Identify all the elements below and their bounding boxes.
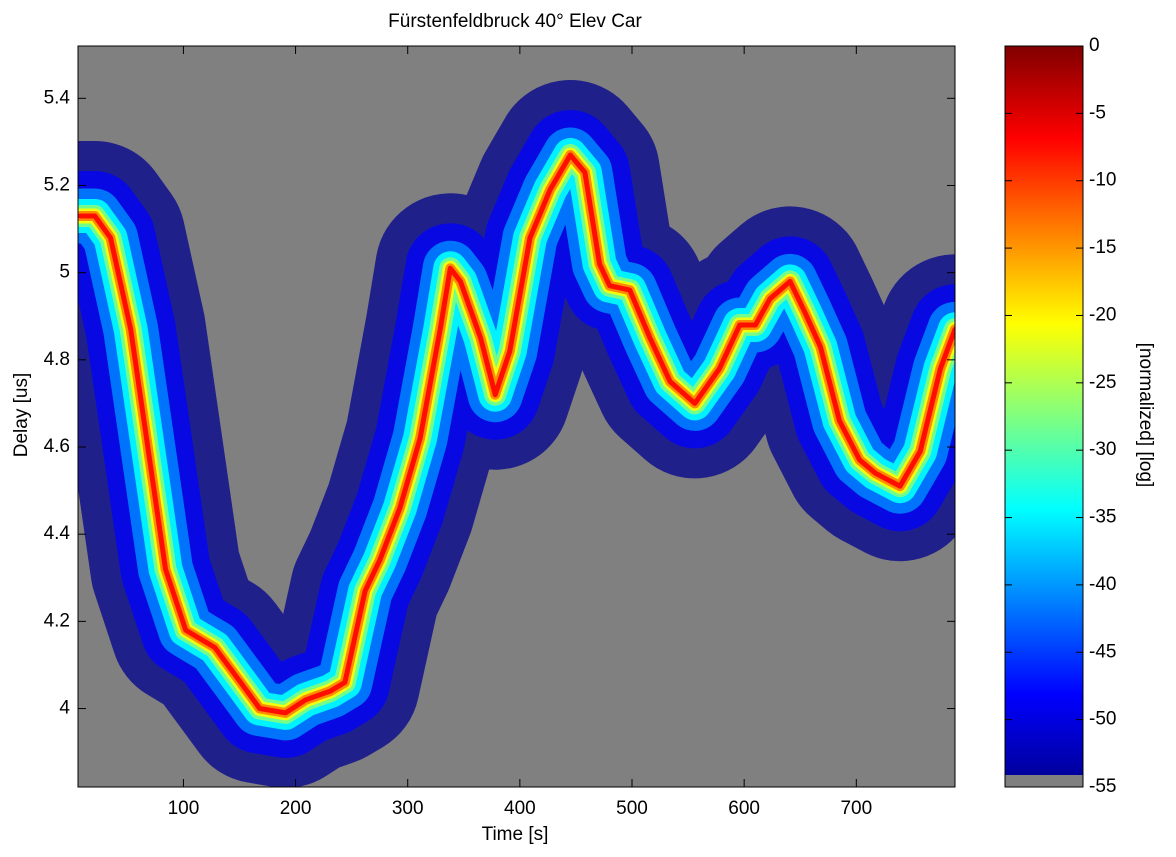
colorbar-nan	[1005, 775, 1083, 787]
y-tick-label: 4.2	[44, 610, 70, 631]
x-tick-label: 300	[392, 798, 424, 819]
y-axis-label: Delay [us]	[11, 373, 32, 457]
colorbar-tick-label: -45	[1089, 641, 1116, 662]
x-axis-label: Time [s]	[482, 824, 549, 845]
y-tick-label: 4	[59, 698, 70, 719]
chart-title: Fürstenfeldbruck 40° Elev Car	[388, 11, 642, 32]
y-tick-label: 5.4	[44, 87, 71, 108]
colorbar-label: [normalized] [log]	[1135, 343, 1156, 488]
y-tick-label: 5	[59, 262, 70, 283]
y-tick-label: 4.6	[44, 436, 70, 457]
colorbar-tick-label: -5	[1089, 102, 1106, 123]
colorbar-tick-label: 0	[1089, 35, 1100, 56]
x-tick-label: 400	[504, 798, 536, 819]
colorbar-tick-label: -50	[1089, 709, 1116, 730]
colorbar-tick-label: -10	[1089, 170, 1116, 191]
x-tick-label: 600	[728, 798, 760, 819]
colorbar-frame	[1004, 45, 1084, 788]
y-tick-label: 5.2	[44, 174, 70, 195]
colorbar-tick-label: -25	[1089, 372, 1116, 393]
ridge-group	[78, 80, 955, 787]
colorbar-tick-label: -30	[1089, 439, 1116, 460]
x-tick-label: 500	[616, 798, 648, 819]
colorbar-tick-label: -35	[1089, 507, 1116, 528]
x-tick-label: 700	[840, 798, 872, 819]
y-tick-label: 4.8	[44, 349, 70, 370]
plot-frame	[77, 45, 956, 788]
colorbar-tick-label: -20	[1089, 304, 1116, 325]
ridge-band	[78, 152, 955, 716]
x-tick-label: 100	[168, 798, 200, 819]
colorbar	[1005, 46, 1083, 787]
y-tick-label: 4.4	[44, 523, 71, 544]
colorbar-tick-label: -40	[1089, 574, 1116, 595]
x-tick-label: 200	[280, 798, 312, 819]
colorbar-tick-label: -15	[1089, 237, 1116, 258]
colorbar-tick-label: -55	[1089, 776, 1116, 797]
